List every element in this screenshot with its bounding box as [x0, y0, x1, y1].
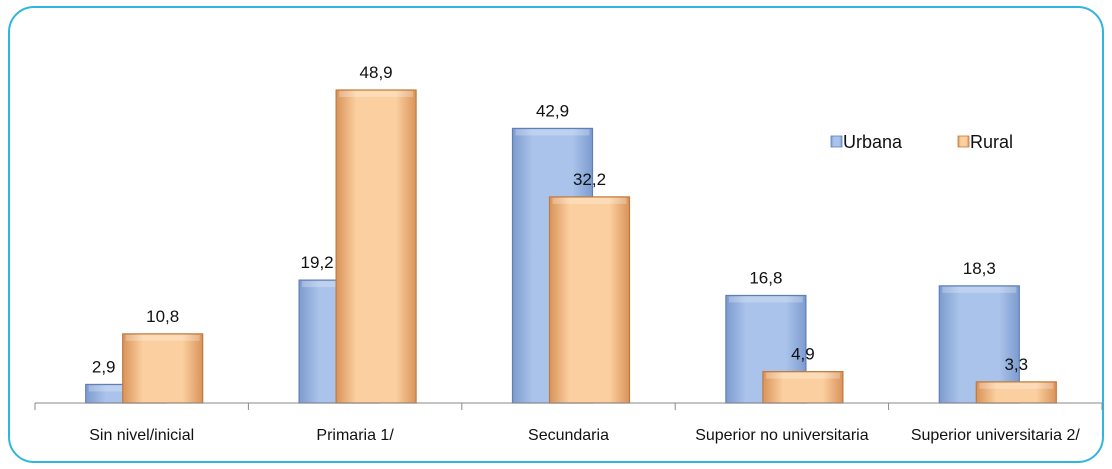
- data-label-urbana-0: 2,9: [92, 357, 116, 376]
- category-label-3: Superior no universitaria: [695, 427, 869, 444]
- x-axis: Sin nivel/inicial Primaria 1/Secundaria Su…: [34, 402, 1103, 444]
- data-label-rural-2: 32,2: [573, 170, 606, 189]
- bar-highlight-urbana-2: [515, 129, 590, 136]
- bar-rural-0: [122, 333, 204, 404]
- data-label-rural-3: 4,9: [791, 345, 815, 364]
- bar-highlight-rural-2: [552, 197, 627, 204]
- legend-swatch-rural: [957, 135, 970, 148]
- data-label-rural-0: 10,8: [146, 307, 179, 326]
- bar-highlight-rural-0: [125, 334, 200, 341]
- legend: Urbana Rural: [830, 132, 1013, 152]
- data-label-rural-4: 3,3: [1004, 355, 1028, 374]
- bar-highlight-urbana-3: [728, 296, 803, 303]
- data-label-urbana-2: 42,9: [536, 101, 569, 120]
- bar-highlight-rural-1: [339, 91, 414, 97]
- bar-highlight-urbana-4: [942, 286, 1017, 293]
- bar-highlight-rural-3: [765, 372, 840, 379]
- legend-label-urbana: Urbana: [843, 132, 903, 152]
- data-label-urbana-3: 16,8: [749, 268, 782, 287]
- data-label-urbana-1: 19,2: [301, 253, 334, 272]
- category-label-2: Secundaria: [528, 427, 609, 444]
- category-label-0: Sin nivel/inicial: [89, 427, 194, 444]
- bar-rural-2: [548, 196, 631, 404]
- category-label-1: Primaria 1/: [316, 427, 394, 444]
- bars-group: 2,9 10,8 19,2 48,9 42,9 32,2 16,8 4,9 18,3 3,3: [85, 63, 1057, 404]
- bar-highlight-rural-4: [979, 382, 1054, 389]
- legend-label-rural: Rural: [970, 132, 1013, 152]
- category-label-4: Superior universitaria 2/: [911, 427, 1081, 444]
- bar-rural-3: [762, 371, 844, 404]
- data-label-urbana-4: 18,3: [963, 259, 996, 278]
- data-label-rural-1: 48,9: [360, 63, 393, 82]
- bar-rural-1: [335, 89, 417, 404]
- legend-swatch-urbana: [830, 135, 843, 148]
